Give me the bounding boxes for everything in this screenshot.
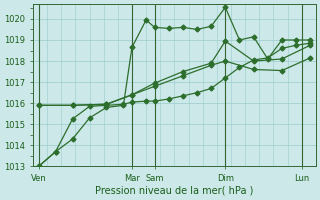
X-axis label: Pression niveau de la mer( hPa ): Pression niveau de la mer( hPa ): [95, 186, 253, 196]
